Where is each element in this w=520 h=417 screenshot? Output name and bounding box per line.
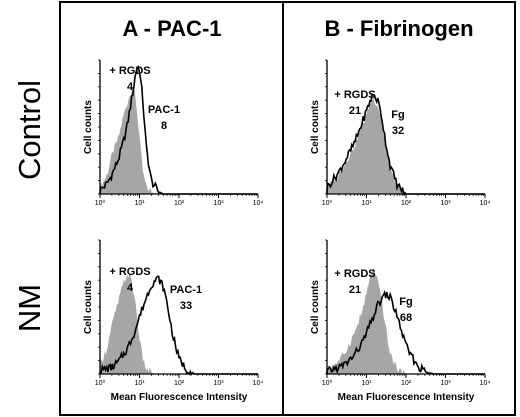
row-label-nm: NM — [12, 284, 47, 332]
x-axis-label: Mean Fluorescence Intensity — [111, 392, 248, 403]
figure-frame — [59, 1, 516, 416]
x-tick-label: 10³ — [213, 380, 224, 387]
annotation-label: Fg — [399, 296, 412, 308]
x-tick-label: 10¹ — [134, 200, 145, 207]
histogram-panel-3: 10⁰ 10¹ 10² 10³ 10⁴ Cell counts Mean Fluoresce… — [83, 239, 264, 403]
x-tick-label: 10¹ — [134, 380, 145, 387]
x-axis-label: Mean Fluorescence Intensity — [338, 392, 475, 403]
annotation-label: + RGDS — [109, 266, 150, 278]
y-axis-label: Cell counts — [310, 100, 321, 154]
y-axis-label: Cell counts — [83, 280, 94, 334]
x-tick-label: 10³ — [440, 380, 451, 387]
y-axis-label: Cell counts — [83, 100, 94, 154]
annotation-value: 4 — [127, 81, 134, 93]
x-tick-label: 10⁴ — [480, 200, 491, 207]
annotation-value: 21 — [349, 105, 361, 117]
histogram-panel-2: 10⁰ 10¹ 10² 10³ 10⁴ Cell counts + RGDS 21 Fg 32 — [310, 59, 491, 207]
x-tick-label: 10² — [174, 200, 185, 207]
annotation-label: PAC-1 — [148, 104, 180, 116]
x-tick-label: 10⁰ — [322, 199, 333, 207]
histogram-panel-4: 10⁰ 10¹ 10² 10³ 10⁴ Cell counts Mean Fluoresce… — [310, 239, 491, 403]
annotation-value: 8 — [161, 120, 167, 132]
x-tick-label: 10³ — [440, 200, 451, 207]
annotation-label: + RGDS — [109, 65, 150, 77]
x-tick-label: 10² — [174, 380, 185, 387]
annotation-label: + RGDS — [334, 268, 375, 280]
series-0-area — [327, 267, 485, 374]
x-tick-label: 10⁰ — [95, 199, 106, 207]
series-0-area — [327, 97, 485, 194]
x-tick-label: 10⁰ — [95, 379, 106, 387]
x-tick-label: 10² — [401, 200, 412, 207]
x-tick-label: 10⁴ — [253, 380, 264, 387]
annotation-value: 33 — [180, 300, 192, 312]
panel-title-b: B - Fibrinogen — [324, 16, 473, 41]
series-0-area — [100, 84, 258, 194]
panel-title-a: A - PAC-1 — [123, 16, 222, 41]
x-tick-label: 10¹ — [361, 380, 372, 387]
row-label-control: Control — [12, 80, 47, 180]
annotation-label: PAC-1 — [170, 284, 202, 296]
x-tick-label: 10⁴ — [253, 200, 264, 207]
annotation-label: + RGDS — [334, 89, 375, 101]
series-0-area — [100, 273, 258, 374]
x-tick-label: 10¹ — [361, 200, 372, 207]
x-tick-label: 10⁰ — [322, 379, 333, 387]
y-axis-label: Cell counts — [310, 280, 321, 334]
annotation-value: 68 — [400, 312, 412, 324]
annotation-value: 32 — [392, 125, 404, 137]
annotation-label: Fg — [391, 109, 404, 121]
x-tick-label: 10⁴ — [480, 380, 491, 387]
annotation-value: 21 — [349, 284, 361, 296]
histogram-panel-1: 10⁰ 10¹ 10² 10³ 10⁴ Cell counts + RGDS 4 PAC-1 8 — [83, 59, 264, 207]
x-tick-label: 10³ — [213, 200, 224, 207]
annotation-value: 4 — [127, 282, 134, 294]
x-tick-label: 10² — [401, 380, 412, 387]
